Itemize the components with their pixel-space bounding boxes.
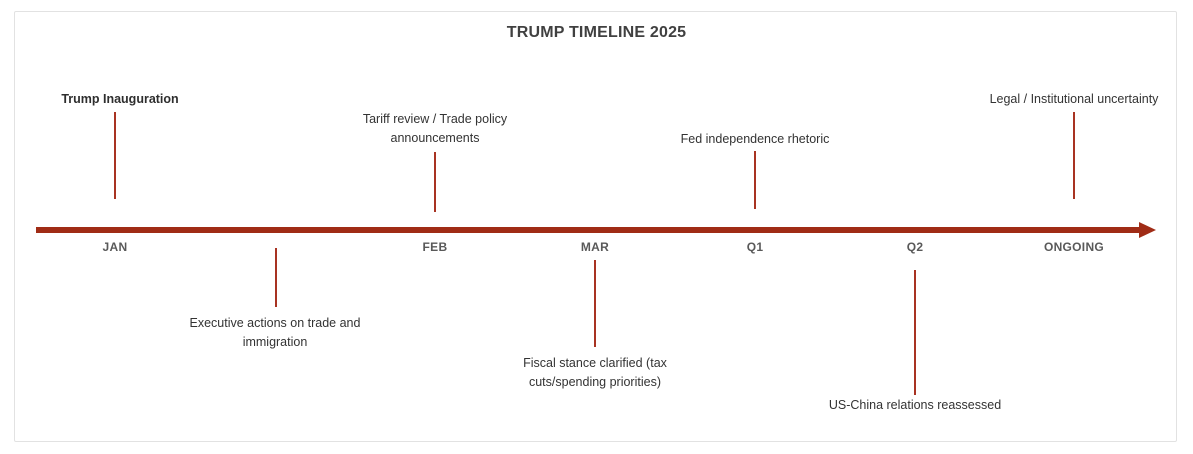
event-connector-trump-inauguration — [114, 112, 116, 199]
milestone-label-q2: Q2 — [906, 240, 924, 254]
milestone-label-jan: JAN — [102, 240, 128, 254]
timeline-title: TRUMP TIMELINE 2025 — [506, 24, 687, 41]
event-label-fiscal-stance: Fiscal stance clarified (tax cuts/spendi… — [523, 356, 667, 389]
arrow-right-icon — [1139, 222, 1156, 238]
event-connector-executive-actions — [275, 248, 277, 307]
event-label-tariff-review: Tariff review / Trade policy announcemen… — [362, 112, 508, 145]
event-label-executive-actions: Executive actions on trade and immigrati… — [189, 316, 361, 349]
event-connector-fiscal-stance — [594, 260, 596, 347]
event-label-fed-independence: Fed independence rhetoric — [680, 132, 830, 146]
timeline-axis-line — [36, 227, 1140, 233]
milestone-label-mar: MAR — [580, 240, 610, 254]
event-connector-fed-independence — [754, 151, 756, 209]
event-connector-legal-uncertainty — [1073, 112, 1075, 199]
diagram-frame — [14, 11, 1177, 442]
milestone-label-ongoing: ONGOING — [1043, 240, 1105, 254]
event-connector-us-china — [914, 270, 916, 395]
milestone-label-q1: Q1 — [746, 240, 764, 254]
event-label-trump-inauguration: Trump Inauguration — [61, 92, 179, 106]
event-label-us-china: US-China relations reassessed — [828, 398, 1002, 412]
milestone-label-feb: FEB — [422, 240, 448, 254]
event-label-legal-uncertainty: Legal / Institutional uncertainty — [989, 92, 1159, 106]
event-connector-tariff-review — [434, 152, 436, 212]
